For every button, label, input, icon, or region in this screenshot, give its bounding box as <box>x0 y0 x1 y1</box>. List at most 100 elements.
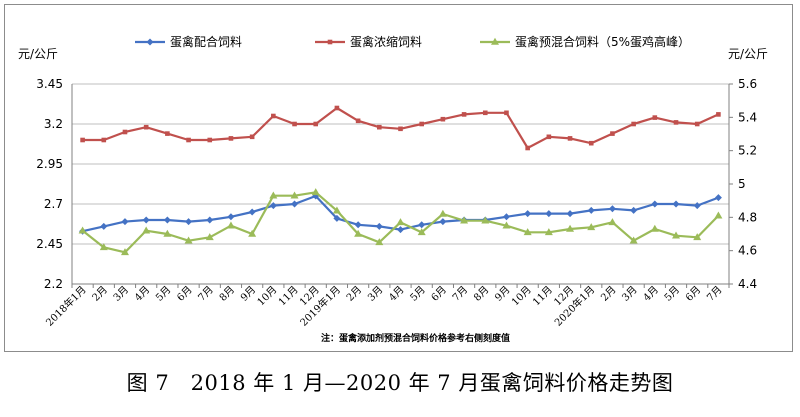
data-point <box>524 210 532 218</box>
data-point <box>567 136 573 141</box>
data-point <box>313 121 319 127</box>
right-axis-unit: 元/公斤 <box>728 47 768 61</box>
data-point <box>587 206 595 214</box>
series-line <box>82 194 719 233</box>
data-point <box>165 131 170 136</box>
data-point <box>228 136 234 141</box>
data-point <box>608 218 617 226</box>
series-lines <box>78 105 723 256</box>
axes: 2.2 2.45 2.7 2.95 3.2 3.45 4.4 4.6 4.8 5 5.2 5.4 5.6… <box>18 47 768 329</box>
figure-caption: 图 7 2018 年 1 月—2020 年 7 月蛋禽饲料价格走势图 <box>126 371 674 395</box>
data-point <box>206 216 214 224</box>
data-point <box>375 222 383 230</box>
data-point <box>672 231 681 239</box>
data-point <box>566 210 574 218</box>
data-point <box>226 221 235 229</box>
gridlines <box>72 83 729 245</box>
data-point <box>396 218 405 226</box>
data-point <box>672 200 680 208</box>
data-point <box>290 191 299 199</box>
data-point <box>78 226 87 234</box>
data-point <box>398 126 403 132</box>
data-point <box>271 113 276 119</box>
data-point <box>481 216 490 224</box>
data-point <box>227 213 235 221</box>
data-point <box>397 226 404 234</box>
data-point <box>249 134 255 140</box>
series-3 <box>78 188 723 256</box>
data-point <box>122 129 128 135</box>
data-point <box>291 200 299 208</box>
data-point <box>163 229 172 237</box>
data-point <box>693 233 702 241</box>
data-point <box>207 137 213 143</box>
data-point <box>99 243 108 251</box>
data-point <box>525 145 530 151</box>
data-point <box>121 218 129 226</box>
data-point <box>101 137 107 143</box>
x-tick-label: 11月 <box>276 284 301 309</box>
data-point <box>375 238 384 246</box>
data-point <box>143 124 149 130</box>
data-point <box>673 120 679 125</box>
data-point <box>184 236 193 244</box>
data-point <box>269 202 277 210</box>
data-point <box>248 229 257 237</box>
data-point <box>354 229 363 237</box>
data-point <box>629 236 638 244</box>
right-tick-label: 5.4 <box>738 110 757 124</box>
data-point <box>185 218 193 226</box>
left-axis-unit: 元/公斤 <box>18 47 58 61</box>
data-point <box>650 224 659 232</box>
legend-entry-1: 蛋禽配合饲料 <box>135 34 242 49</box>
data-point <box>205 233 214 241</box>
left-tick-label: 2.95 <box>36 157 63 171</box>
data-point <box>693 202 701 210</box>
right-tick-label: 5.2 <box>738 144 757 158</box>
data-point <box>546 134 552 140</box>
data-point <box>142 216 150 224</box>
data-point <box>482 110 488 116</box>
chart-note: 注：蛋禽添加剂预混合饲料价格参考右侧刻度值 <box>321 332 510 344</box>
data-point <box>311 188 320 196</box>
legend-marker <box>327 39 333 45</box>
data-point <box>163 216 171 224</box>
data-point <box>652 115 658 120</box>
data-point <box>502 221 511 229</box>
data-point <box>651 200 659 208</box>
x-tick-label: 10月 <box>255 284 280 309</box>
data-point <box>186 137 191 143</box>
right-tick-label: 5.6 <box>738 77 757 91</box>
left-tick-label: 3.2 <box>44 117 63 131</box>
data-point <box>610 131 615 136</box>
data-point <box>714 194 722 202</box>
data-point <box>333 214 341 222</box>
legend-entry-2: 蛋禽浓缩饲料 <box>315 34 422 49</box>
data-point <box>545 210 553 218</box>
data-point <box>292 121 297 127</box>
data-point <box>438 209 447 217</box>
left-tick-label: 2.7 <box>44 197 63 211</box>
left-tick-label: 2.45 <box>36 237 63 251</box>
data-point <box>120 248 129 256</box>
data-point <box>269 191 278 199</box>
chart-frame: 2.2 2.45 2.7 2.95 3.2 3.45 4.4 4.6 4.8 5 5.2 5.4 5.6… <box>4 4 793 352</box>
legend-label: 蛋禽预混合饲料（5%蛋鸡高峰） <box>515 34 690 49</box>
data-point <box>334 105 340 111</box>
data-point <box>80 137 85 143</box>
series-2 <box>80 105 721 151</box>
data-point <box>544 228 553 236</box>
right-tick-label: 4.8 <box>738 210 757 224</box>
data-point <box>630 206 638 214</box>
legend-entry-3: 蛋禽预混合饲料（5%蛋鸡高峰） <box>480 34 690 49</box>
x-tick-label: 10月 <box>509 284 534 309</box>
data-point <box>460 216 469 224</box>
left-tick-label: 3.45 <box>36 77 63 91</box>
data-point <box>439 218 447 226</box>
data-point <box>248 208 256 216</box>
data-point <box>419 121 424 127</box>
data-point <box>354 221 362 229</box>
data-point <box>716 112 721 117</box>
data-point <box>332 206 341 214</box>
data-point <box>523 228 532 236</box>
